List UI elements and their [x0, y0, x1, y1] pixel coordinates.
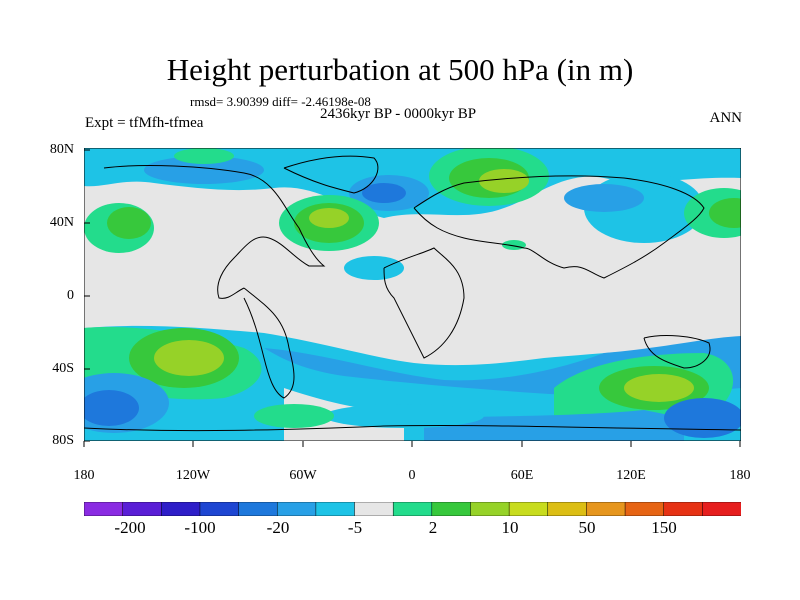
- colorbar-segment: [392, 502, 433, 516]
- lon-label-180w: 180: [73, 468, 95, 483]
- colorbar-segment: [199, 502, 240, 516]
- lat-label-40s: 40S: [52, 361, 74, 376]
- contour-north-high: [84, 148, 741, 280]
- lon-label-60w: 60W: [289, 468, 317, 483]
- colorbar-label: -5: [347, 518, 363, 537]
- map-panel: [84, 148, 741, 441]
- lon-label-120w: 120W: [175, 468, 211, 483]
- lon-label-0: 0: [408, 468, 416, 483]
- colorbar-label: 50: [578, 518, 596, 537]
- colorbar: [84, 502, 741, 516]
- lat-label-40n: 40N: [49, 215, 74, 230]
- lat-label-eq: 0: [67, 288, 74, 303]
- figure-title: Height perturbation at 500 hPa (in m): [166, 52, 634, 87]
- colorbar-segment: [122, 502, 163, 516]
- colorbar-segment: [624, 502, 665, 516]
- colorbar-segment: [354, 502, 394, 516]
- lon-label-180e: 180: [729, 468, 751, 483]
- period-label: 2436kyr BP - 0000kyr BP: [320, 106, 477, 122]
- colorbar-label: -100: [184, 518, 216, 537]
- colorbar-label: -20: [266, 518, 290, 537]
- colorbar-segment: [702, 502, 741, 516]
- lon-label-120e: 120E: [616, 468, 646, 483]
- lat-label-80s: 80S: [52, 433, 74, 448]
- colorbar-segment: [431, 502, 472, 516]
- colorbar-segment: [547, 502, 588, 516]
- experiment-label: Expt = tfMfh-tfmea: [85, 115, 204, 131]
- lat-label-80n: 80N: [49, 142, 74, 157]
- lon-label-60e: 60E: [510, 468, 534, 483]
- colorbar-label: 10: [501, 518, 519, 537]
- rmsd-diff-stats: rmsd= 3.90399 diff= -2.46198e-08: [190, 94, 371, 109]
- colorbar-segment: [315, 502, 356, 516]
- colorbar-segment: [470, 502, 510, 516]
- coastlines: [84, 155, 741, 432]
- colorbar-segment: [586, 502, 626, 516]
- contour-north-low: [84, 148, 741, 243]
- colorbar-label: -200: [114, 518, 146, 537]
- colorbar-segment: [84, 502, 124, 516]
- contour-south: [84, 325, 741, 441]
- season-label: ANN: [709, 110, 743, 126]
- colorbar-label: 150: [651, 518, 677, 537]
- colorbar-segment: [508, 502, 549, 516]
- colorbar-segment: [161, 502, 201, 516]
- colorbar-segment: [663, 502, 704, 516]
- colorbar-segment: [276, 502, 317, 516]
- colorbar-label: 2: [428, 518, 438, 537]
- colorbar-segment: [238, 502, 278, 516]
